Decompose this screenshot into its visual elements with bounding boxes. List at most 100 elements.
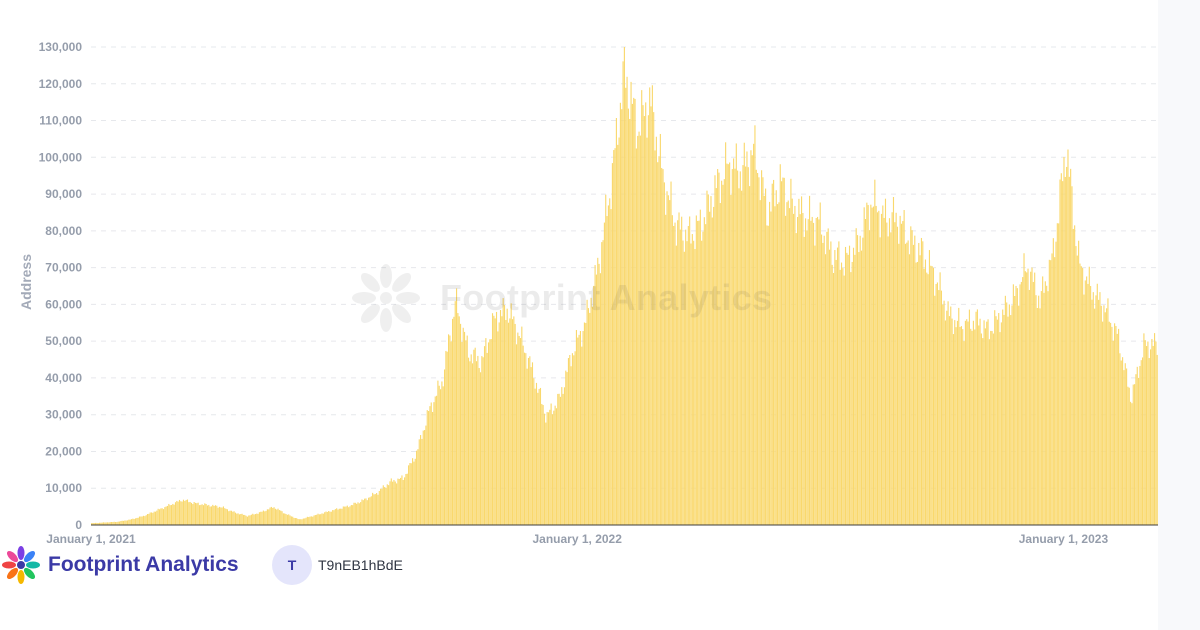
y-tick-label: 70,000 xyxy=(45,261,82,275)
bar xyxy=(108,522,110,525)
bar xyxy=(1142,357,1144,525)
bar xyxy=(499,310,502,525)
bar xyxy=(858,252,860,526)
bar xyxy=(585,322,587,525)
bar xyxy=(811,216,813,525)
y-tick-label: 80,000 xyxy=(45,224,82,238)
bar xyxy=(141,516,143,525)
bar xyxy=(614,148,616,526)
bar xyxy=(462,327,464,525)
bar xyxy=(735,143,737,525)
bar xyxy=(277,508,279,525)
bar xyxy=(442,386,444,525)
bar xyxy=(281,511,283,525)
bar xyxy=(478,368,480,525)
bar xyxy=(741,190,743,525)
bar xyxy=(634,98,636,526)
bar xyxy=(1064,176,1066,525)
bar xyxy=(762,177,764,525)
bar xyxy=(436,395,438,525)
bar xyxy=(707,194,709,525)
bar xyxy=(1070,168,1072,525)
bar xyxy=(374,494,376,525)
bar xyxy=(975,311,977,525)
bar xyxy=(450,341,452,525)
bar xyxy=(218,506,221,525)
bar xyxy=(1079,263,1081,525)
bar xyxy=(225,508,227,525)
bar xyxy=(578,334,580,525)
bar xyxy=(856,235,859,525)
bar xyxy=(182,499,185,525)
bar xyxy=(896,226,899,526)
bar xyxy=(487,342,490,525)
bar xyxy=(926,272,928,525)
avatar[interactable]: T xyxy=(272,545,312,585)
bar xyxy=(562,393,564,525)
bar xyxy=(705,224,707,526)
bar xyxy=(101,522,103,525)
bar xyxy=(1052,238,1054,525)
bar xyxy=(1116,333,1118,525)
bar xyxy=(805,218,807,526)
bar xyxy=(264,511,266,525)
bar xyxy=(623,47,625,525)
bar xyxy=(274,508,276,525)
bar xyxy=(1111,326,1113,525)
bar xyxy=(778,202,780,526)
bar xyxy=(922,241,924,526)
bar xyxy=(365,498,367,525)
bar xyxy=(662,169,664,525)
username[interactable]: T9nEB1hBdE xyxy=(318,557,403,573)
bar xyxy=(304,518,306,525)
bar xyxy=(998,313,1000,525)
bar xyxy=(158,509,161,525)
bar xyxy=(174,502,177,525)
bar xyxy=(1020,281,1022,525)
bar xyxy=(816,216,819,525)
bar xyxy=(875,205,877,525)
bar xyxy=(104,522,106,525)
bar xyxy=(828,249,831,525)
bar xyxy=(273,507,275,525)
bar xyxy=(887,236,889,525)
bar xyxy=(807,219,809,525)
bar xyxy=(737,170,739,526)
bar xyxy=(1010,315,1012,525)
bar xyxy=(553,410,555,525)
bar xyxy=(934,295,936,525)
bar xyxy=(204,503,206,525)
bar xyxy=(599,273,601,525)
bar xyxy=(201,504,203,525)
bar xyxy=(132,518,134,525)
bar xyxy=(673,225,675,525)
bar xyxy=(434,396,436,525)
bar xyxy=(116,521,118,525)
bar xyxy=(1046,285,1048,525)
bar xyxy=(1031,267,1033,525)
bar xyxy=(927,274,929,525)
bar xyxy=(297,519,299,525)
bar xyxy=(245,515,247,525)
bar xyxy=(814,245,816,525)
y-tick-label: 30,000 xyxy=(45,408,82,422)
bar xyxy=(266,509,268,525)
bar xyxy=(156,510,158,525)
bar xyxy=(827,228,829,525)
bar xyxy=(224,508,226,525)
bar xyxy=(244,514,246,525)
bar xyxy=(663,182,665,525)
bar xyxy=(685,229,687,525)
bar xyxy=(749,186,751,525)
bar xyxy=(613,150,615,525)
bar xyxy=(1148,358,1150,525)
bar xyxy=(1151,338,1153,525)
bar xyxy=(445,350,447,525)
bar xyxy=(521,326,523,525)
bar xyxy=(242,514,244,525)
bar xyxy=(718,172,720,526)
bar xyxy=(995,316,997,525)
bar xyxy=(633,97,635,526)
bar xyxy=(719,203,721,526)
brand-logo[interactable]: Footprint Analytics xyxy=(0,544,239,586)
